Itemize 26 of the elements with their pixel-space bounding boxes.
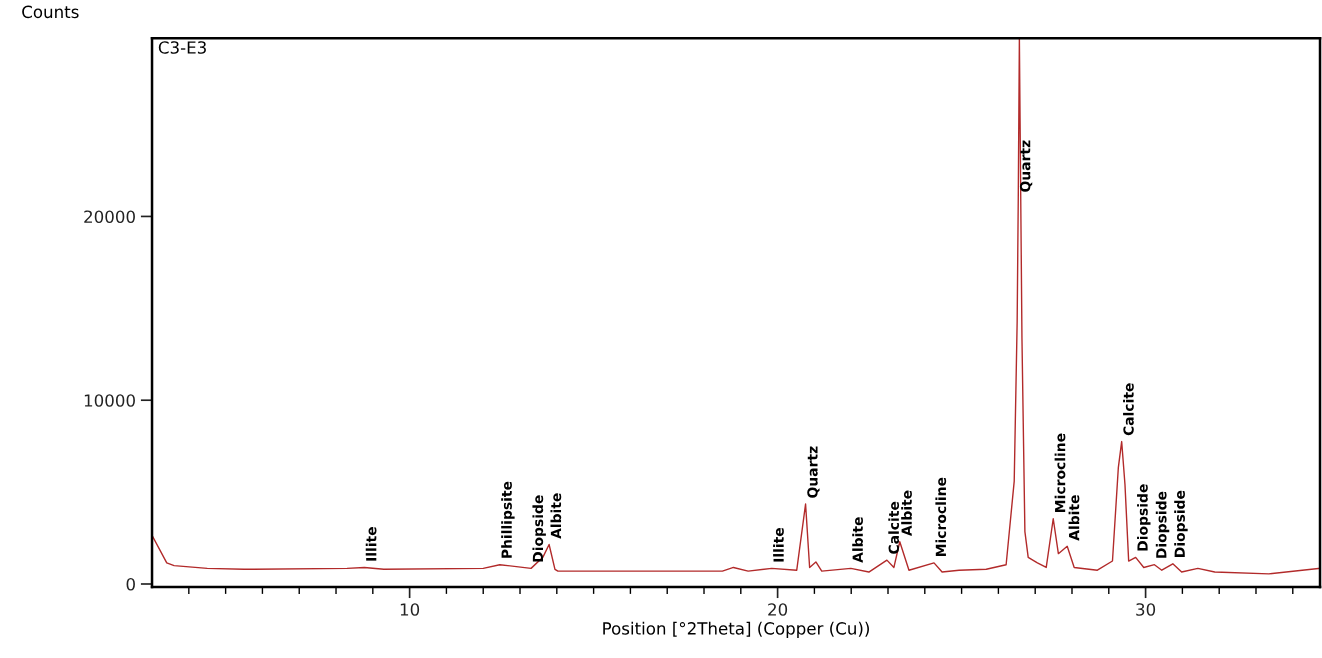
y-axis-title: Counts — [22, 5, 79, 19]
annotation: Quartz — [807, 446, 820, 498]
annotation: Microcline — [935, 477, 947, 557]
annotation: Diopside — [1174, 490, 1188, 557]
annotation: Phillipsite — [501, 481, 515, 558]
annotation: Diopside — [1137, 484, 1151, 551]
annotation: Quartz — [1019, 140, 1033, 192]
annotation: Albite — [1068, 495, 1080, 541]
x-tick-label: 20 — [768, 603, 788, 616]
annotation: Albite — [852, 517, 863, 563]
annotation: Calcite — [888, 501, 900, 554]
annotation: Albite — [550, 493, 562, 539]
annotation: Calcite — [1123, 383, 1134, 436]
x-axis-title: Position [°2Theta] (Copper (Cu)) — [603, 621, 869, 638]
y-tick-label: 20000 — [84, 210, 135, 223]
annotation: C3-E3 — [158, 41, 206, 54]
x-tick-label: 10 — [400, 603, 420, 616]
annotation: Diopside — [1155, 491, 1170, 558]
annotation: Illite — [773, 527, 784, 562]
x-tick-label: 30 — [1136, 603, 1156, 616]
annotation: Albite — [901, 490, 912, 537]
annotation: Microcline — [1054, 433, 1066, 512]
annotation: Illite — [365, 527, 377, 561]
y-tick-label: 10000 — [84, 394, 135, 407]
annotation: Diopside — [532, 495, 546, 562]
y-tick-label: 0 — [126, 577, 135, 591]
